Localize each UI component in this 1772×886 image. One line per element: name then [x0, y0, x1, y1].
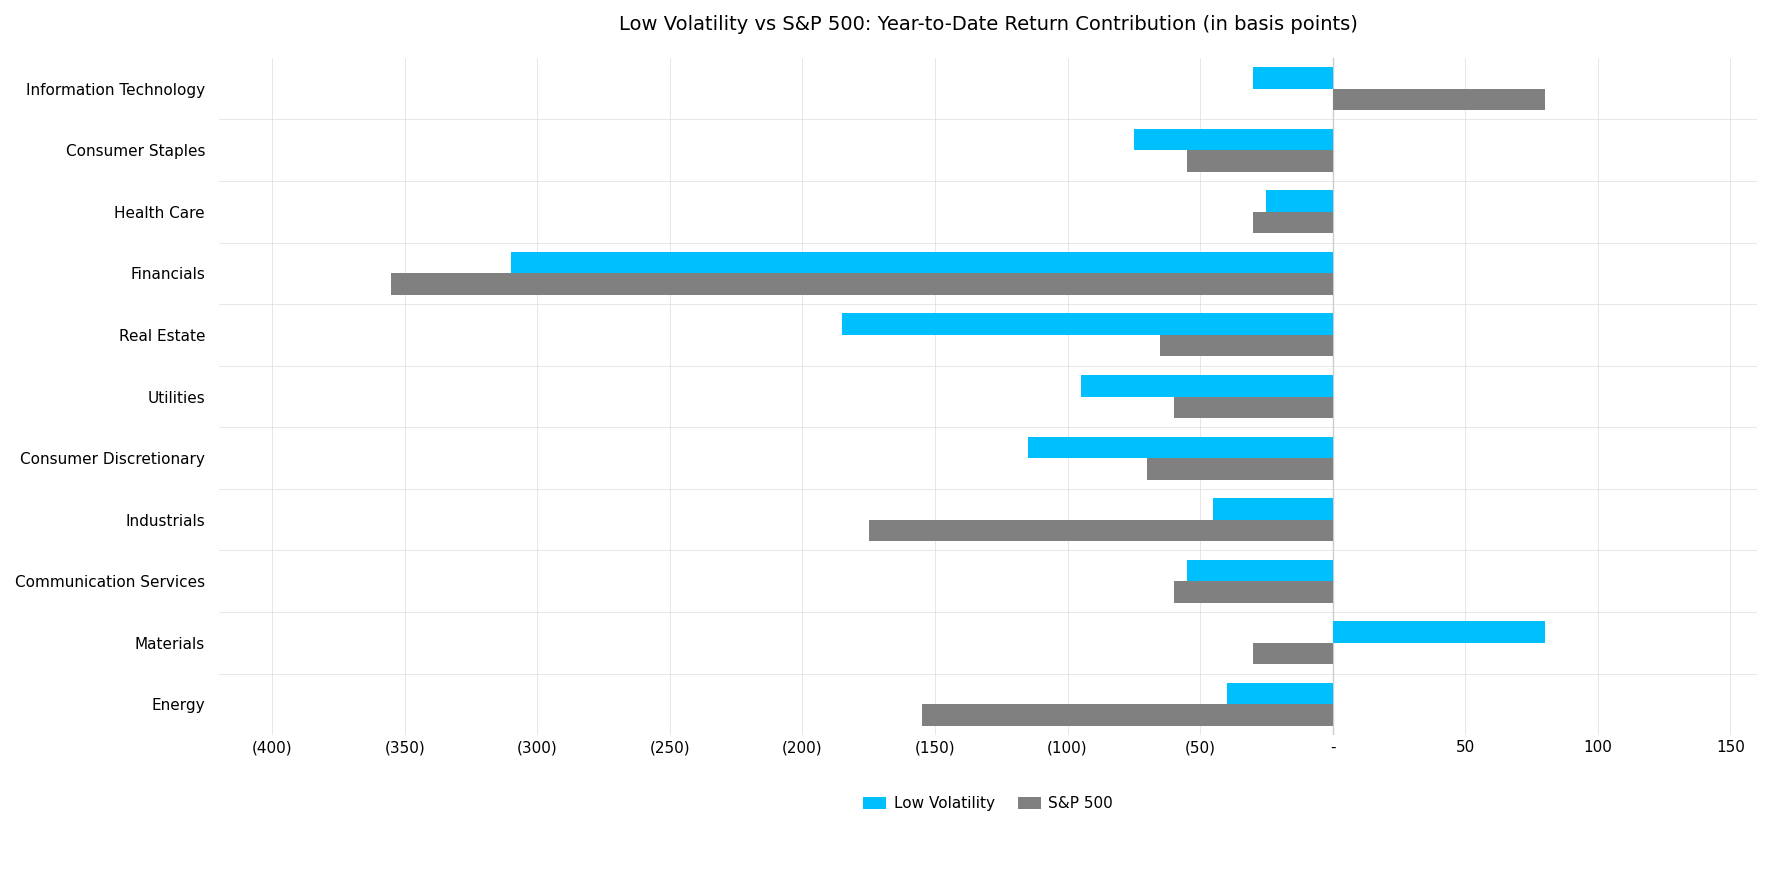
- Bar: [1214, 498, 1333, 520]
- Bar: [1187, 150, 1333, 172]
- Bar: [1173, 397, 1333, 418]
- Legend: Low Volatility, S&P 500: Low Volatility, S&P 500: [858, 790, 1118, 818]
- Bar: [1134, 128, 1333, 150]
- Title: Low Volatility vs S&P 500: Year-to-Date Return Contribution (in basis points): Low Volatility vs S&P 500: Year-to-Date …: [618, 15, 1357, 34]
- Bar: [1081, 375, 1333, 397]
- Bar: [1253, 67, 1333, 89]
- Bar: [1146, 458, 1333, 479]
- Bar: [1173, 581, 1333, 602]
- Bar: [1333, 89, 1545, 110]
- Bar: [1161, 335, 1333, 356]
- Bar: [921, 704, 1333, 726]
- Bar: [1028, 437, 1333, 458]
- Bar: [1253, 643, 1333, 664]
- Bar: [1226, 683, 1333, 704]
- Bar: [1333, 621, 1545, 643]
- Bar: [392, 273, 1333, 295]
- Bar: [842, 314, 1333, 335]
- Bar: [1187, 560, 1333, 581]
- Bar: [868, 520, 1333, 541]
- Bar: [510, 252, 1333, 273]
- Bar: [1253, 212, 1333, 233]
- Bar: [1267, 190, 1333, 212]
